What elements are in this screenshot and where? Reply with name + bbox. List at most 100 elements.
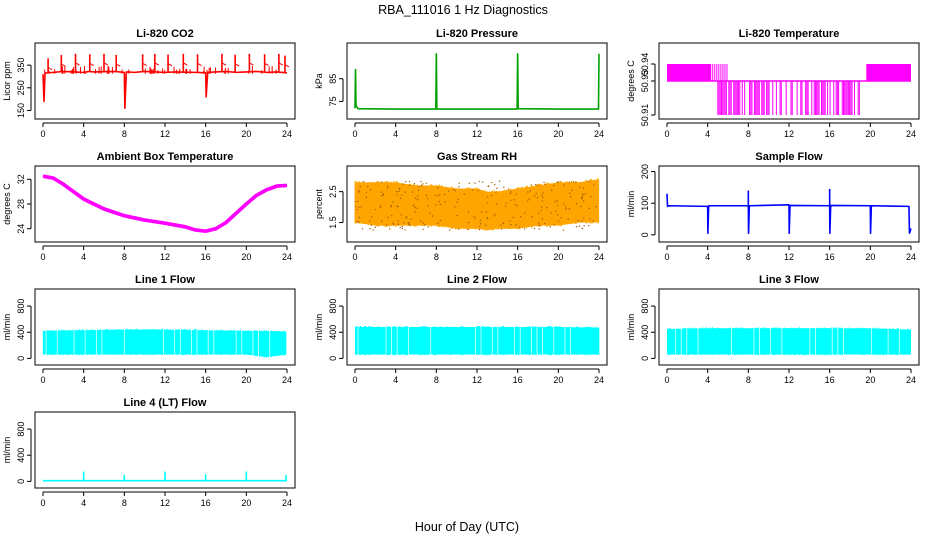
dot-mark [356, 208, 358, 211]
dot-mark [590, 196, 592, 198]
y-axis-label: kPa [314, 73, 324, 89]
dot-mark [504, 205, 507, 208]
x-tick-label: 24 [906, 129, 916, 139]
spike-decay [47, 66, 53, 71]
dot-mark [417, 195, 419, 197]
x-tick-label: 4 [705, 252, 710, 262]
x-tick-label: 24 [906, 252, 916, 262]
series-p6 [666, 188, 912, 235]
plot-frame [346, 288, 608, 366]
x-tick-label: 24 [594, 375, 604, 385]
dot-mark [381, 220, 383, 222]
x-tick-label: 12 [160, 498, 170, 508]
dot-mark [422, 221, 425, 224]
x-tick-label: 8 [122, 252, 127, 262]
dot-mark [512, 216, 514, 219]
dot-mark [485, 211, 487, 213]
dot-mark [399, 197, 402, 200]
x-tick-label: 20 [553, 252, 563, 262]
dot-mark [427, 205, 430, 207]
y-axis-label: ml/min [2, 314, 12, 341]
panel-p4: Ambient Box Temperature degrees C 0 4 8 12 16 2… [2, 151, 296, 262]
dot-mark [429, 212, 431, 214]
x-tick-label: 12 [472, 375, 482, 385]
dot-mark [562, 229, 565, 231]
x-tick-label: 20 [241, 252, 251, 262]
y-axis-label: ml/min [2, 437, 12, 464]
x-tick-label: 0 [40, 252, 45, 262]
dot-mark [423, 224, 426, 226]
series-p5 [354, 178, 600, 232]
x-tick-label: 24 [282, 498, 292, 508]
dot-mark [550, 212, 552, 214]
dot-mark [569, 192, 571, 195]
dot-mark [515, 193, 517, 195]
dot-mark [382, 193, 385, 195]
y-tick-label: 200 [640, 164, 650, 179]
panel-title: Li-820 Pressure [436, 28, 518, 40]
dot-mark [415, 197, 417, 199]
x-tick-label: 4 [705, 129, 710, 139]
dot-mark [443, 193, 446, 196]
dot-mark [474, 182, 476, 184]
y-tick-label: 24 [16, 224, 26, 234]
x-tick-label: 12 [784, 375, 794, 385]
y-axis-label: degrees C [626, 60, 636, 102]
dot-mark [385, 224, 388, 226]
x-tick-label: 24 [282, 252, 292, 262]
dot-mark [386, 187, 389, 189]
dot-mark [541, 200, 543, 202]
dot-mark [581, 198, 583, 200]
x-tick-label: 20 [241, 375, 251, 385]
dot-mark [414, 207, 417, 209]
dot-mark [527, 191, 529, 193]
x-tick-label: 20 [241, 129, 251, 139]
dot-mark [379, 206, 382, 208]
dot-mark [555, 210, 557, 213]
x-tick-label: 4 [393, 375, 398, 385]
dot-mark [434, 194, 437, 197]
dot-mark [458, 182, 460, 184]
x-tick-label: 0 [664, 129, 669, 139]
dot-mark [370, 216, 373, 218]
dot-mark [439, 203, 442, 206]
dot-mark [374, 226, 377, 229]
dot-mark [382, 194, 385, 196]
x-tick-label: 20 [865, 375, 875, 385]
dot-mark [577, 219, 580, 222]
dot-mark [498, 180, 501, 182]
dot-mark [516, 204, 518, 207]
dot-mark [502, 222, 504, 225]
dot-mark [365, 191, 368, 194]
y-tick-label: 400 [16, 325, 26, 340]
dot-mark [487, 185, 489, 188]
panel-p8: Line 2 Flow ml/min 0 4 8 12 16 20 24 0 400 800 [314, 274, 608, 385]
dot-mark [410, 218, 412, 220]
y-tick-label: 400 [640, 325, 650, 340]
dot-mark [407, 222, 409, 224]
series-p7 [42, 293, 287, 361]
dot-mark [581, 196, 584, 199]
spike-decay [61, 63, 66, 67]
dot-mark [437, 195, 439, 197]
dot-mark [556, 200, 558, 202]
dot-mark [439, 194, 441, 196]
spike-decay [183, 62, 188, 66]
dot-mark [575, 203, 578, 205]
dot-mark [416, 198, 419, 201]
dot-mark [359, 185, 361, 188]
dot-mark [396, 194, 398, 196]
x-tick-label: 4 [393, 252, 398, 262]
y-axis-label: degrees C [2, 183, 12, 225]
figure-title: RBA_111016 1 Hz Diagnostics [378, 3, 548, 17]
x-tick-label: 24 [906, 375, 916, 385]
dot-mark [540, 206, 543, 208]
dot-mark [536, 197, 539, 199]
dot-mark [412, 191, 414, 193]
series-line [354, 52, 600, 110]
dot-mark [365, 196, 368, 198]
dot-mark [514, 203, 516, 206]
x-tick-label: 20 [865, 129, 875, 139]
dot-mark [435, 204, 437, 206]
